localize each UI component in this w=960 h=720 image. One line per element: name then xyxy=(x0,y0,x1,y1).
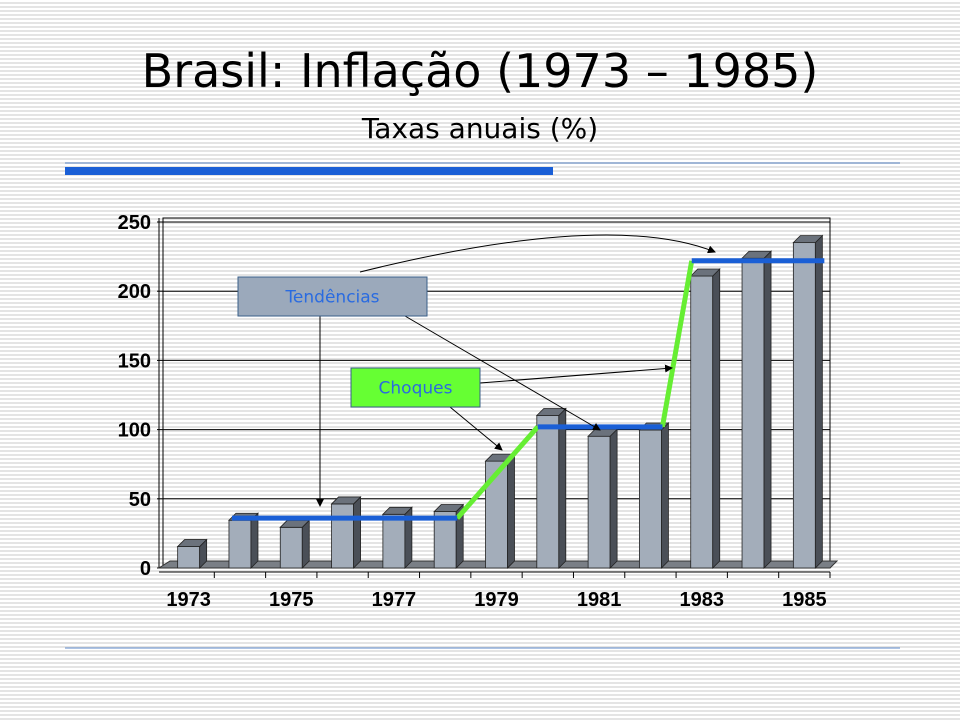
annotation-arrow xyxy=(449,406,503,451)
x-tick-label: 1979 xyxy=(474,589,519,611)
bar-top xyxy=(330,496,362,505)
bar xyxy=(331,503,354,569)
page-subtitle: Taxas anuais (%) xyxy=(361,112,599,145)
bar-side xyxy=(763,250,772,569)
bar-side xyxy=(814,234,823,569)
bar xyxy=(792,242,816,569)
bar xyxy=(741,257,765,569)
bar-side xyxy=(507,453,515,569)
shock-line xyxy=(455,425,540,520)
title-accent-bar xyxy=(65,167,553,175)
annotation-label: Tendências xyxy=(284,288,379,308)
bar xyxy=(536,415,560,569)
x-tick-label: 1985 xyxy=(782,589,827,611)
annotation-box xyxy=(237,276,428,317)
bar xyxy=(279,526,303,569)
x-tick-label: 1977 xyxy=(372,589,417,611)
y-tick-label: 100 xyxy=(118,420,151,442)
bar-top xyxy=(535,408,567,416)
bar xyxy=(382,513,406,569)
annotation-arrow xyxy=(359,234,716,273)
page-title: Brasil: Inflação (1973 – 1985) xyxy=(141,44,819,98)
y-tick-label: 200 xyxy=(118,281,151,303)
bar-top xyxy=(381,506,413,515)
y-tick-label: 250 xyxy=(118,212,151,234)
bar-top xyxy=(689,268,721,277)
shock-line xyxy=(659,260,695,428)
bar xyxy=(587,435,611,569)
bar-side xyxy=(558,407,567,569)
y-tick-label: 50 xyxy=(129,489,151,511)
bar-side xyxy=(712,268,721,569)
bar-top xyxy=(433,504,465,512)
bar-side xyxy=(609,428,618,569)
bar-side xyxy=(353,495,361,569)
bar xyxy=(228,519,252,569)
annotation-arrow xyxy=(479,364,673,384)
bar xyxy=(177,546,201,569)
bar xyxy=(690,275,714,569)
x-tick-label: 1981 xyxy=(577,589,622,611)
bar-side xyxy=(250,512,259,569)
bar-side xyxy=(301,519,310,569)
x-tick-label: 1975 xyxy=(269,589,314,611)
x-tick-label: 1973 xyxy=(166,589,211,611)
x-tick-label: 1983 xyxy=(679,589,724,611)
bar-top xyxy=(792,235,824,244)
bar-top xyxy=(176,539,208,547)
bar xyxy=(639,429,662,569)
y-tick-label: 0 xyxy=(140,558,151,580)
bar-side xyxy=(661,422,669,569)
y-tick-label: 150 xyxy=(118,350,151,372)
annotation-arrow xyxy=(404,315,601,431)
annotation-label: Choques xyxy=(379,379,453,399)
annotation-box xyxy=(350,367,481,408)
